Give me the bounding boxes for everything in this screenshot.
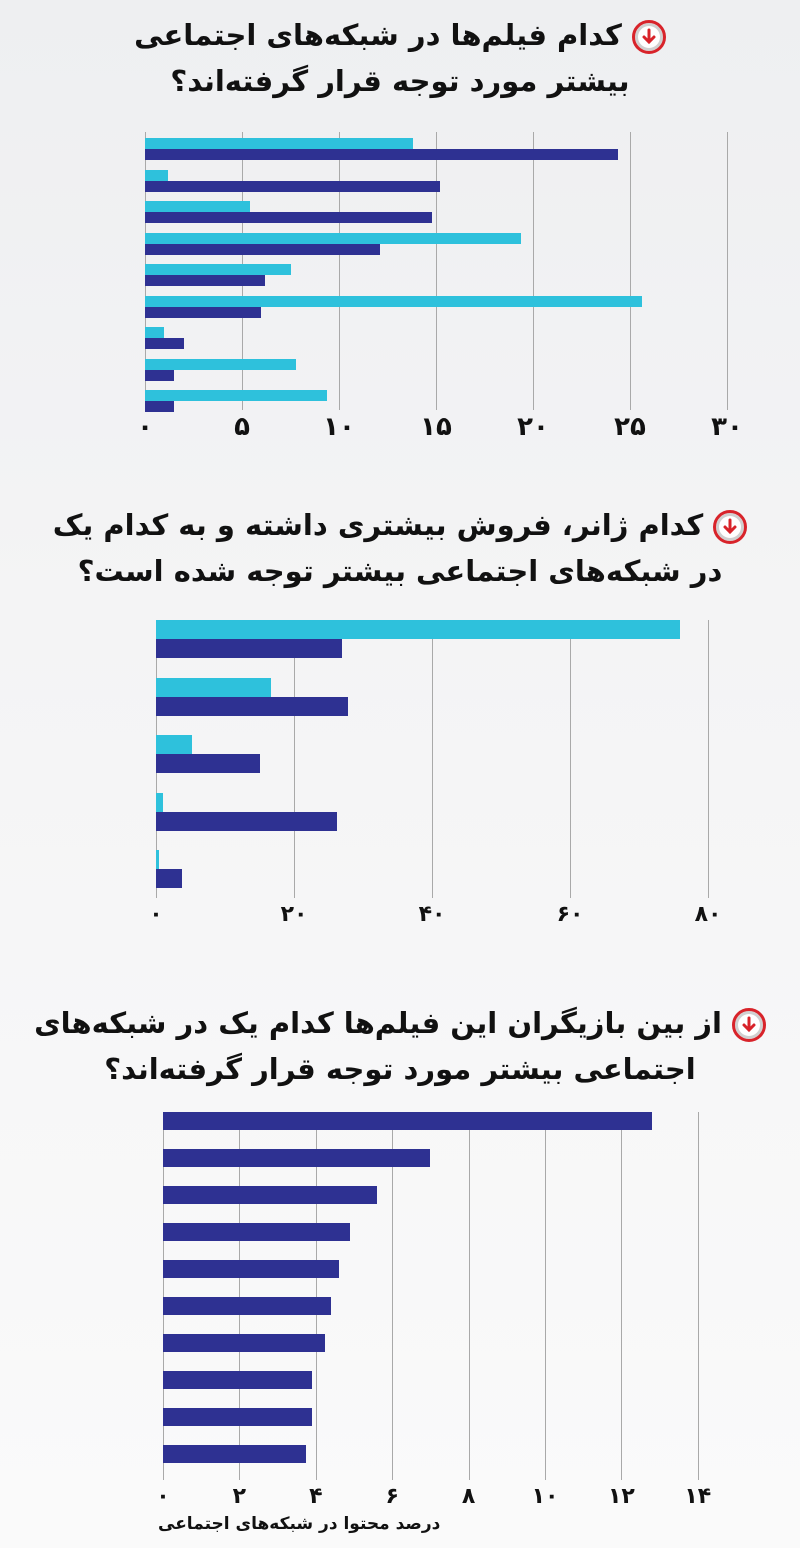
bar-content [163,1371,312,1389]
bar-sales [156,850,160,870]
gridline [621,1112,623,1480]
gridline [630,132,631,410]
bar-content [145,243,380,255]
x-tick-label: ۴ [309,1484,323,1509]
bar-sales [156,735,192,755]
bar-content [145,369,175,381]
bar-sales [145,201,250,212]
bar-sales [145,169,169,181]
x-tick-label: ۱۰ [323,412,355,442]
bar-content [145,306,262,318]
bar-content [163,1297,332,1315]
bar-content [156,639,343,658]
x-tick-label: ۱۲ [607,1484,635,1509]
x-tick-label: ۶۰ [556,902,584,927]
chart2-title-line2: در شبکه‌های اجتماعی بیشتر توجه شده است؟ [77,554,723,588]
x-axis-label: درصد محتوا در شبکه‌های اجتماعی [158,1514,441,1534]
bar-content [156,696,348,716]
x-tick-label: ۲ [232,1484,247,1509]
gridline [239,1112,241,1480]
bar-content [156,754,260,774]
chart1-title: کدام فیلم‌ها در شبکه‌های اجتماعی بیشتر م… [0,12,800,104]
gridline [294,620,295,898]
bar-sales [145,327,165,338]
gridline [163,1112,164,1480]
gridline [468,1112,470,1480]
chart2-title: کدام ژانر، فروش بیشتری داشته و به کدام ی… [0,502,800,594]
bar-sales [145,358,297,370]
bar-content [145,149,619,160]
bar-sales [145,232,522,244]
chart3-title-line1: از بین بازیگران این فیلم‌ها کدام یک در ش… [34,1006,722,1040]
chart3-title: از بین بازیگران این فیلم‌ها کدام یک در ش… [0,1000,800,1092]
gridline [432,620,433,898]
arrow-down-circle-icon [713,510,748,544]
bar-content [163,1260,339,1278]
gridline [570,620,571,898]
bar-sales [156,792,163,812]
bar-content [145,275,266,286]
bar-sales [156,620,681,639]
bar-content [163,1112,652,1130]
x-tick-label: ۰ [137,412,153,442]
x-tick-label: ۶ [385,1484,399,1509]
bar-content [163,1223,351,1241]
chart1-title-line2: بیشتر مورد توجه قرار گرفته‌اند؟ [170,64,630,98]
bar-content [145,180,440,192]
bar-content [145,338,184,349]
arrow-down-circle-icon [631,20,666,54]
x-tick-label: ۲۰ [517,412,549,442]
x-tick-label: ۸۰ [694,902,722,927]
x-tick-label: ۱۰ [531,1484,559,1509]
bar-sales [156,677,272,697]
gridline [339,132,340,410]
gridline [727,132,728,410]
chart3-title-line2: اجتماعی بیشتر مورد توجه قرار گرفته‌اند؟ [104,1052,696,1086]
bar-sales [145,390,328,401]
gridline [315,1112,317,1480]
x-tick-label: ۵ [234,412,250,442]
bar-content [163,1186,377,1204]
x-tick-label: ۰ [156,1484,170,1509]
gridline [708,620,709,898]
x-tick-label: ۲۵ [614,412,646,442]
x-tick-label: ۴۰ [418,902,446,927]
bar-sales [145,138,413,149]
x-tick-label: ۱۵ [420,412,452,442]
gridline [392,1112,394,1480]
chart2-title-line1: کدام ژانر، فروش بیشتری داشته و به کدام ی… [52,508,704,542]
x-tick-label: ۱۴ [684,1484,712,1509]
x-tick-label: ۸ [461,1484,476,1509]
gridline [545,1112,546,1480]
bar-content [163,1334,326,1352]
gridline [533,132,534,410]
bar-content [145,401,175,412]
chart1-title-line1: کدام فیلم‌ها در شبکه‌های اجتماعی [134,18,622,52]
arrow-down-circle-icon [731,1008,766,1042]
gridline [697,1112,699,1480]
x-tick-label: ۲۰ [280,902,308,927]
x-tick-label: ۰ [149,902,163,927]
bar-content [163,1149,431,1167]
bar-content [163,1445,307,1463]
bar-content [156,811,337,831]
bar-content [156,869,183,889]
bar-content [145,212,433,223]
x-tick-label: ۳۰ [711,412,743,442]
bar-content [163,1408,312,1426]
bar-sales [145,295,642,307]
gridline [436,132,437,410]
bar-sales [145,264,291,275]
